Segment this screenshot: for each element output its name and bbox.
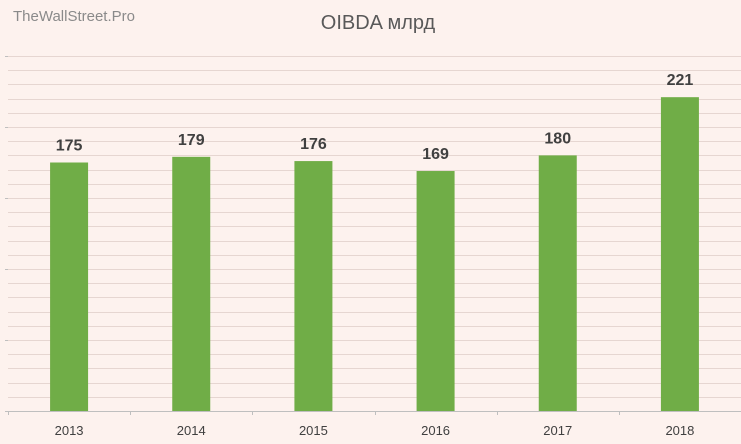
x-tick-label-2014: 2014 xyxy=(177,423,206,438)
x-tick-label-2017: 2017 xyxy=(543,423,572,438)
bar-2014 xyxy=(172,156,211,411)
data-label-2014: 179 xyxy=(178,132,205,149)
x-tick-label-2016: 2016 xyxy=(421,423,450,438)
data-label-2013: 175 xyxy=(56,138,83,155)
x-tick-label-2015: 2015 xyxy=(299,423,328,438)
bar-2016 xyxy=(416,171,455,411)
bar-2013 xyxy=(50,162,89,411)
x-tick-label-2013: 2013 xyxy=(55,423,84,438)
x-tick-label-2018: 2018 xyxy=(665,423,694,438)
chart-title: OIBDA млрд xyxy=(321,12,436,34)
data-labels-group: 175 179 176 169 180 221 xyxy=(56,72,694,163)
data-label-2015: 176 xyxy=(300,136,327,153)
grid-lines xyxy=(5,56,741,412)
data-label-2017: 180 xyxy=(544,130,571,147)
bar-2017 xyxy=(538,155,577,411)
watermark-text: TheWallStreet.Pro xyxy=(13,8,135,25)
bars-group xyxy=(50,97,699,412)
x-axis: 2013 2014 2015 2016 2017 2018 xyxy=(8,411,741,438)
data-label-2018: 221 xyxy=(667,72,694,89)
bar-2015 xyxy=(294,161,333,411)
data-label-2016: 169 xyxy=(422,146,449,163)
bar-2018 xyxy=(660,97,699,412)
